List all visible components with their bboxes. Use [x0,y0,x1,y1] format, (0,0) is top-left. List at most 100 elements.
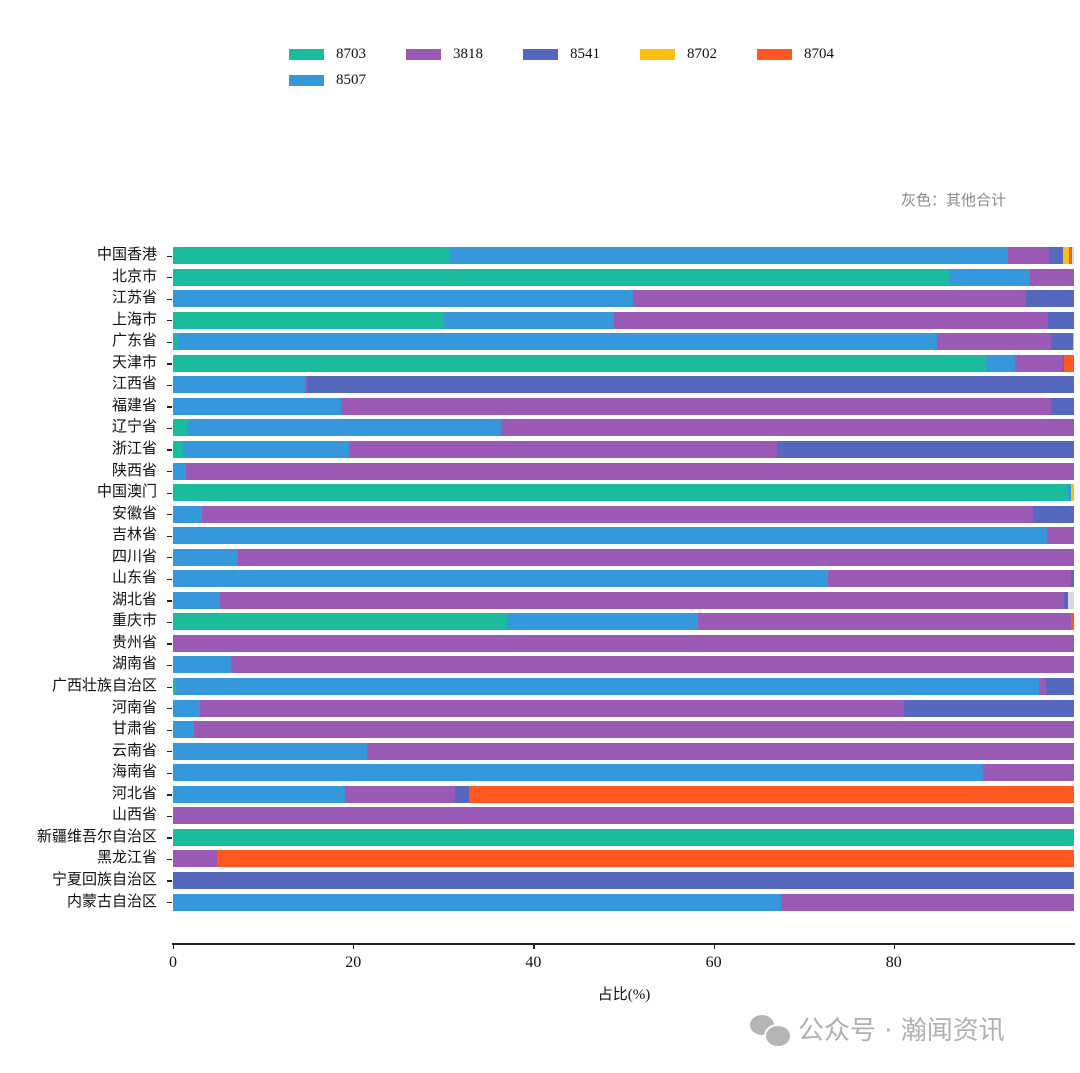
x-axis-label: 占比(%) [597,987,651,1003]
y-tick [167,471,172,473]
y-tick-label: 吉林省 [111,527,157,544]
bar-row [173,742,1074,760]
bar-segment-8541 [455,785,470,803]
y-tick-label: 江西省 [111,376,157,393]
legend-label: 8703 [336,45,366,62]
legend-swatch [523,48,558,60]
bar-segment-8704 [469,785,1074,803]
bar-segment-3818 [1029,268,1074,286]
x-tick [533,943,535,949]
y-tick-label: 广东省 [111,333,157,350]
y-tick [167,729,172,731]
bar-row [173,311,1074,329]
y-tick-label: 四川省 [111,548,157,565]
bar-segment-8703 [173,268,949,286]
bar-row [173,527,1074,545]
y-tick [167,578,172,581]
bar-row [173,613,1074,631]
legend-label: 3818 [453,45,483,62]
legend-item: 8703 [289,44,366,64]
bar-segment-8703 [173,613,508,631]
x-tick-label: 20 [345,954,362,971]
bar-segment-8507 [173,893,782,911]
bar-row [173,699,1074,717]
bar-row [173,505,1074,523]
bar-segment-3818 [345,785,455,803]
bar-segment-8703 [173,333,178,351]
bar-segment-8507 [175,678,1039,695]
y-tick [167,600,172,602]
bar-segment-3818 [230,656,1074,674]
y-tick-label: 海南省 [111,764,157,781]
bar-segment-3818 [237,548,1074,566]
bar-segment-8541 [903,699,1074,717]
x-tick-label: 40 [525,954,542,971]
y-tick-label: 江苏省 [111,290,157,307]
x-tick [893,943,896,949]
bar-segment-3818 [173,850,218,868]
y-tick-label: 山东省 [111,570,157,587]
bar-row [173,397,1074,415]
bar-segment-3818 [828,570,1072,588]
bar-segment-8507 [173,397,341,415]
bar-segment-8541 [307,376,1074,394]
y-tick [167,858,172,861]
y-tick [167,277,172,279]
y-tick [167,535,172,537]
y-tick [167,794,172,796]
bar-segment-8507 [173,527,1047,545]
bar-segment-8702 [1063,247,1069,264]
y-tick-label: 黑龙江省 [96,850,157,867]
bar-segment-8507 [186,419,501,437]
y-tick [167,427,172,430]
bar-segment-8703 [173,311,445,329]
y-tick-label: 浙江省 [111,440,157,457]
bar-row [173,570,1074,588]
legend-swatch [757,48,792,60]
bar-row [173,656,1074,674]
legend-item: 8704 [757,44,834,64]
bar-segment-8703 [173,419,187,437]
bar-segment-8703 [173,247,450,264]
plot-area: 中国香港 北京市 江苏省 上海市 广东省 天津市 江西省 福建省 辽宁省 浙江省 陕西省 中国澳门 安徽… [37,246,1074,914]
bar-segment-3818 [348,440,777,458]
bar-segment-8507 [507,613,699,631]
bar-row [173,354,1074,372]
legend-label: 8702 [687,45,717,62]
bar-segment-3818 [304,376,308,394]
y-tick [167,772,172,774]
y-tick-label: 辽宁省 [111,419,157,436]
bar-segment-8702 [1071,484,1074,502]
y-tick-label: 安徽省 [111,505,157,522]
bar-segment-8507 [173,742,367,760]
legend-item: 8541 [523,44,600,64]
y-tick-label: 上海市 [111,311,157,328]
bar-segment-8507 [177,333,938,351]
bar-segment-8541 [1051,397,1074,415]
legend-label: 8541 [570,45,600,62]
bar-segment-8541 [1046,678,1074,695]
x-tick [713,943,715,949]
bar-segment-3818 [633,290,1027,308]
watermark-text: 公众号 · 瀚闻资讯 [798,1016,1005,1046]
y-tick [167,492,172,494]
bar-segment-3818 [1015,354,1064,372]
y-tick [167,384,172,387]
bar-segment-3818 [173,634,1074,652]
bar-segment-8541 [1050,333,1074,351]
bar-row [173,376,1074,394]
bar-row [173,333,1074,351]
y-tick [167,751,172,753]
bar-segment-8507 [173,548,238,566]
legend-swatch [406,48,441,60]
y-tick-label: 云南省 [111,742,157,759]
bar-row [173,484,1074,502]
legend-swatch [640,48,675,60]
y-tick-label: 中国香港 [96,247,157,263]
bar-segment-8507 [173,290,634,308]
bar-segment-3818 [982,764,1074,782]
bar-segment-8704 [1064,354,1074,372]
bar-segment-8541 [1032,505,1074,523]
y-tick [167,449,172,451]
y-tick [167,557,172,559]
